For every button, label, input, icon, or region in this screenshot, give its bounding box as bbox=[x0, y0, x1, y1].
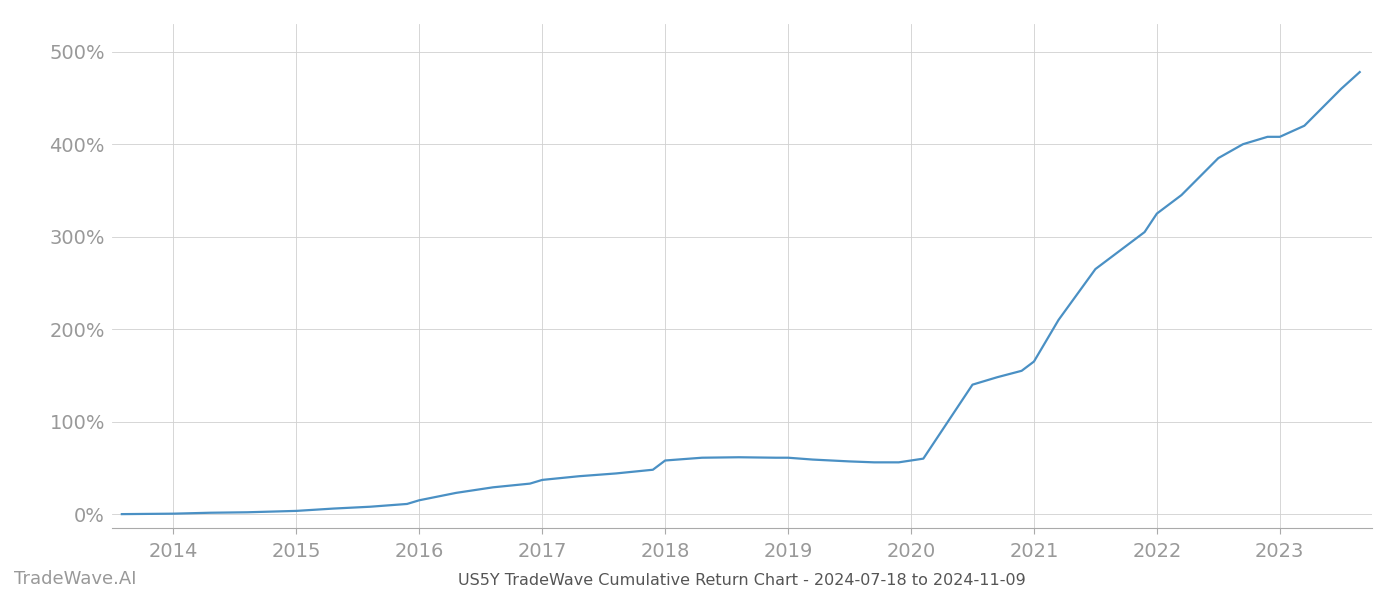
Text: US5Y TradeWave Cumulative Return Chart - 2024-07-18 to 2024-11-09: US5Y TradeWave Cumulative Return Chart -… bbox=[458, 573, 1026, 588]
Text: TradeWave.AI: TradeWave.AI bbox=[14, 570, 137, 588]
